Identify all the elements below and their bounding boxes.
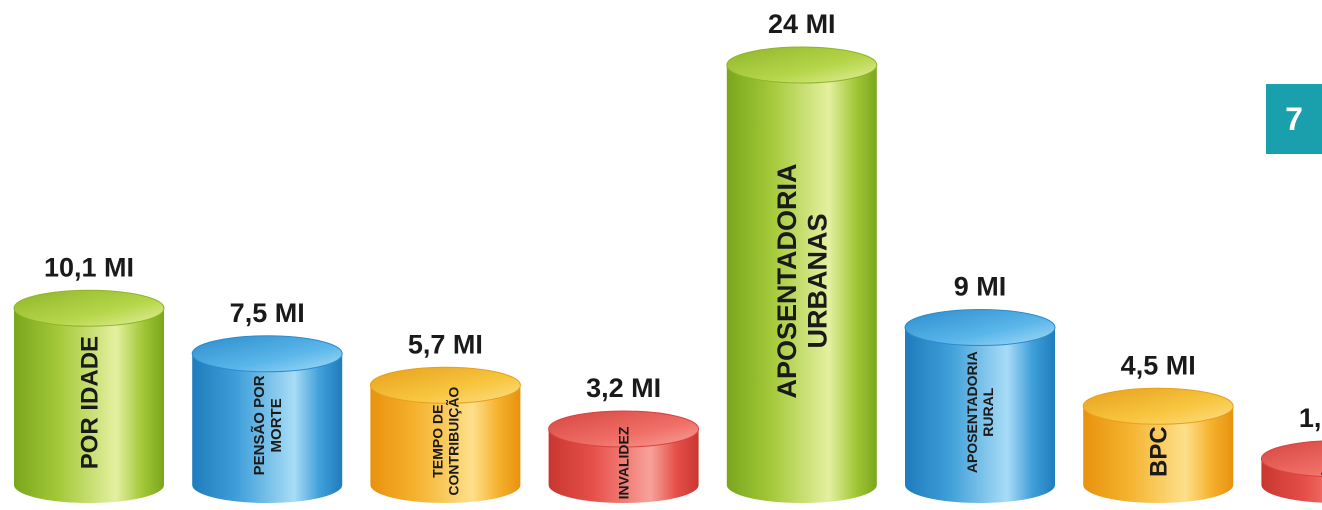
value-label: 5,7 MI (408, 329, 483, 359)
bar (726, 65, 877, 503)
bar (548, 429, 699, 503)
category-label: APOSENTADORIAURBANAS (772, 163, 833, 398)
bar (1083, 406, 1234, 503)
category-label: INVALIDEZ (616, 426, 632, 499)
category-label: PENSÃO PORMORTE (250, 375, 285, 475)
bar-group: 9 MI APOSENTADORIARURAL (904, 272, 1056, 503)
category-label: APOSENTADORIARURAL (964, 351, 996, 473)
bar-group: 24 MI APOSENTADORIAURBANAS (726, 9, 878, 503)
bar-group: 5,7 MI TEMPO DECONTRIBUIÇÃO (369, 329, 521, 503)
value-label: 3,2 MI (586, 373, 661, 403)
bar (905, 327, 1055, 503)
category-label: TEMPO DECONTRIBUIÇÃO (429, 387, 461, 496)
bar (14, 308, 164, 503)
value-label: 7,5 MI (230, 298, 305, 328)
bar-top (369, 366, 521, 404)
value-label: 4,5 MI (1121, 350, 1196, 380)
bar-top (904, 309, 1056, 346)
bar-top (548, 410, 700, 448)
page-number-badge: 7 (1266, 84, 1322, 154)
bar-group: 10,1 MI POR IDADE (13, 252, 165, 503)
bar-top (1082, 387, 1234, 425)
category-label: POR IDADE (76, 336, 103, 469)
bar-group: 7,5 MI PENSÃO PORMORTE (191, 298, 343, 503)
bar (192, 353, 343, 503)
category-label: AUXÍLIODOENÇA (1320, 448, 1322, 509)
bar (370, 385, 521, 503)
bar-group: 1,5 MI AUXÍLIODOENÇA (1260, 403, 1322, 509)
bar-top (191, 335, 343, 373)
value-label: 10,1 MI (44, 252, 134, 282)
bar-group: 3,2 MI INVALIDEZ (548, 373, 700, 503)
bar-group: 4,5 MI BPC (1082, 350, 1234, 503)
value-label: 24 MI (768, 9, 836, 39)
bar-top (13, 289, 165, 327)
bar-top (726, 46, 878, 84)
value-label: 9 MI (954, 272, 1007, 302)
value-label: 1,5 MI (1299, 403, 1322, 433)
bar-top (1260, 440, 1322, 477)
category-label: BPC (1146, 426, 1173, 477)
